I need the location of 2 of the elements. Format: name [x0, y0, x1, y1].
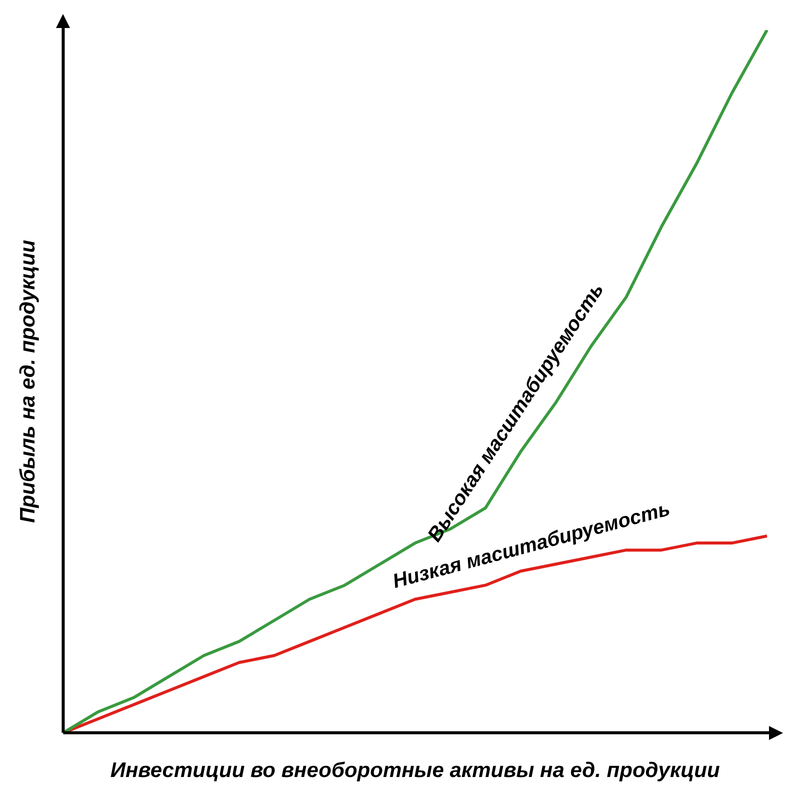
y-axis-title: Прибыль на ед. продукции — [16, 240, 40, 523]
x-axis-title: Инвестиции во внеоборотные активы на ед. продукции — [110, 759, 720, 782]
